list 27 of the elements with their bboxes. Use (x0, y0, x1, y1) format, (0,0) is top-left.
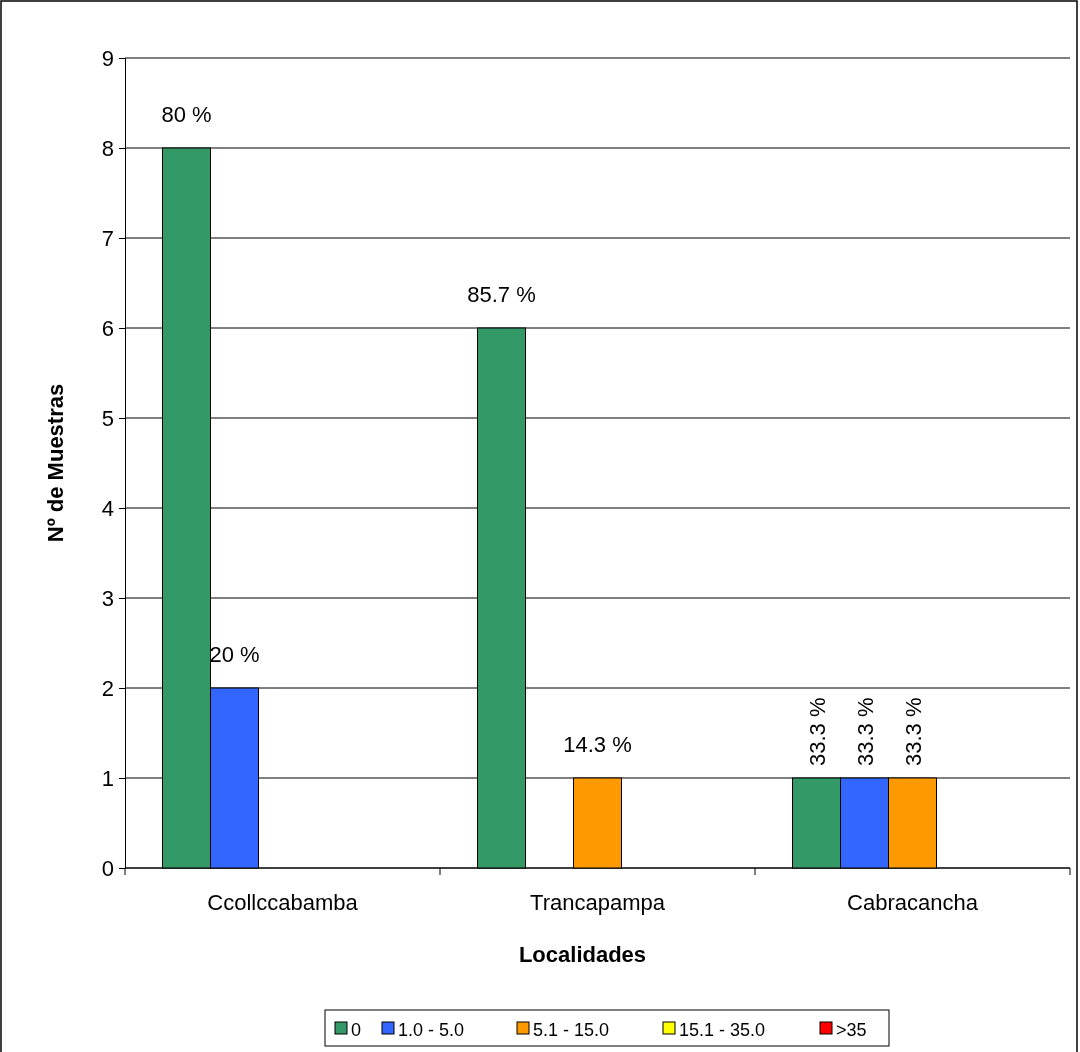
annotation: 33.3 % (900, 697, 926, 766)
y-tick-label: 5 (101, 405, 114, 431)
x-tick-label: Ccollccabamba (207, 890, 359, 915)
y-tick-label: 3 (101, 585, 114, 611)
y-tick-label: 2 (101, 675, 114, 701)
y-tick-label: 7 (101, 225, 114, 251)
x-tick-label: Cabracancha (847, 890, 979, 915)
y-tick-label: 4 (101, 495, 114, 521)
legend-label: 5.1 - 15.0 (533, 1020, 610, 1040)
annotation: 20 % (209, 642, 260, 667)
y-tick-label: 6 (101, 315, 114, 341)
x-tick-label: Trancapampa (530, 890, 666, 915)
annotation: 85.7 % (467, 282, 536, 307)
annotation: 14.3 % (563, 732, 632, 757)
x-axis-title: Localidades (518, 942, 647, 967)
y-tick-label: 8 (101, 135, 114, 161)
annotation: 33.3 % (804, 697, 830, 766)
legend-label: 0 (351, 1020, 362, 1040)
y-tick-label: 0 (101, 855, 114, 881)
y-axis-title: Nº de Muestras (43, 383, 68, 543)
legend-label: >35 (836, 1020, 867, 1040)
annotation: 80 % (161, 102, 212, 127)
annotation: 33.3 % (852, 697, 878, 766)
y-tick-label: 1 (101, 765, 114, 791)
legend-label: 15.1 - 35.0 (679, 1020, 766, 1040)
y-tick-label: 9 (101, 45, 114, 71)
legend-label: 1.0 - 5.0 (398, 1020, 465, 1040)
